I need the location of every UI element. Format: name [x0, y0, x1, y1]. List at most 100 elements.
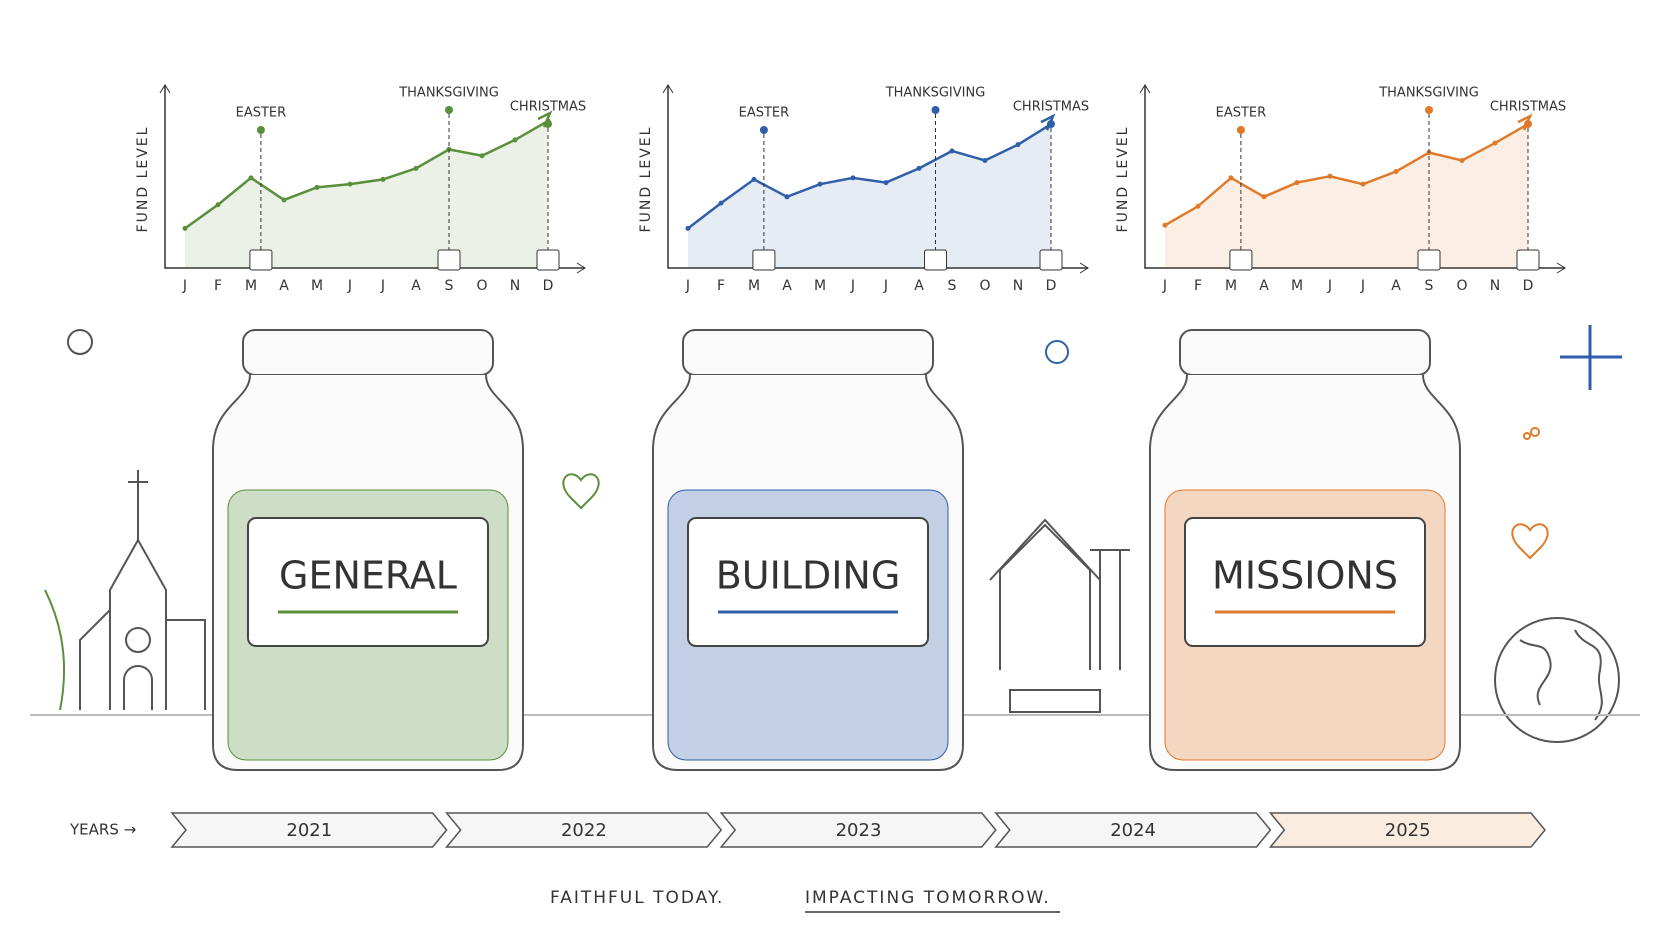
- x-tick-label: D: [1523, 278, 1534, 294]
- point: [850, 175, 856, 181]
- annotation-dot: [445, 106, 453, 114]
- annotation-label: EASTER: [739, 106, 790, 121]
- point: [751, 176, 757, 182]
- x-tick-label: M: [245, 278, 257, 294]
- calendar-icon: [249, 249, 273, 271]
- point: [784, 194, 790, 200]
- annotation-dot: [544, 120, 552, 128]
- point: [281, 197, 287, 203]
- jar-label: BUILDING: [716, 554, 901, 598]
- calendar-icon: [1417, 249, 1441, 271]
- point: [380, 176, 386, 182]
- point: [1459, 157, 1465, 163]
- jar: BUILDING: [652, 329, 964, 771]
- axes: [667, 85, 1088, 269]
- line: [687, 123, 1052, 230]
- x-tick-label: A: [1391, 278, 1401, 294]
- point: [1195, 203, 1201, 209]
- annotation-label: EASTER: [236, 106, 287, 121]
- x-tick-label: A: [411, 278, 421, 294]
- x-tick-label: S: [948, 278, 957, 294]
- annotation-label: THANKSGIVING: [1378, 86, 1479, 101]
- annotation-dot: [1236, 126, 1245, 134]
- tagline-right: IMPACTING TOMORROW.: [805, 888, 1051, 908]
- point: [1294, 180, 1300, 186]
- calendar-icon: [924, 249, 947, 271]
- x-tick-label: D: [543, 278, 554, 294]
- annotation-dot: [931, 106, 940, 114]
- point: [1015, 142, 1021, 148]
- point: [1261, 194, 1267, 200]
- x-tick-label: J: [1360, 278, 1365, 294]
- axis-arrows: [159, 84, 586, 274]
- x-tick-label: M: [1291, 278, 1303, 294]
- x-tick-label: M: [814, 278, 826, 294]
- x-tick-label: O: [979, 278, 990, 294]
- annotation-label: EASTER: [1216, 106, 1267, 121]
- x-tick-label: O: [1456, 278, 1467, 294]
- point: [718, 200, 724, 206]
- point: [314, 184, 320, 190]
- point: [1228, 175, 1234, 181]
- x-tick-label: J: [850, 278, 855, 294]
- calendar-icon: [1516, 249, 1540, 271]
- x-tick-label: A: [782, 278, 792, 294]
- annotation-label: CHRISTMAS: [510, 100, 586, 115]
- timeline-segment: [1268, 812, 1546, 848]
- x-tick-label: J: [883, 278, 888, 294]
- y-axis-label: FUND LEVEL: [1115, 126, 1131, 233]
- annotation-dot: [1524, 120, 1532, 128]
- point: [248, 175, 254, 181]
- annotation-dot: [256, 126, 265, 134]
- x-tick-label: M: [1225, 278, 1237, 294]
- timeline-segment: [719, 812, 997, 848]
- area: [185, 120, 548, 269]
- annotation-label: THANKSGIVING: [398, 86, 499, 101]
- point: [1492, 140, 1498, 146]
- timeline-segment: [994, 812, 1272, 848]
- jar-label: MISSIONS: [1212, 554, 1398, 598]
- x-tick-label: J: [1162, 278, 1167, 294]
- x-tick-label: S: [1425, 278, 1434, 294]
- x-tick-label: J: [1327, 278, 1332, 294]
- x-tick-label: F: [1194, 278, 1202, 294]
- point: [817, 181, 823, 187]
- jar: MISSIONS: [1149, 329, 1461, 771]
- x-tick-label: J: [347, 278, 352, 294]
- calendar-icon: [752, 249, 776, 271]
- line-chart: FUND LEVEL J F M A M J J A S O N D EASTER THANKSGIVING…: [135, 84, 586, 294]
- point: [479, 153, 485, 159]
- x-tick-label: N: [1490, 278, 1500, 294]
- point: [982, 157, 988, 163]
- y-axis-label: FUND LEVEL: [638, 126, 654, 233]
- annotation-label: THANKSGIVING: [885, 86, 986, 101]
- x-tick-label: N: [1013, 278, 1023, 294]
- area: [1165, 124, 1528, 269]
- x-tick-label: A: [279, 278, 289, 294]
- x-tick-label: J: [182, 278, 187, 294]
- x-tick-label: F: [717, 278, 725, 294]
- timeline-year: 2024: [1110, 820, 1156, 841]
- x-tick-label: O: [476, 278, 487, 294]
- point: [949, 148, 955, 154]
- timeline-year: 2021: [286, 820, 332, 841]
- x-tick-label: F: [214, 278, 222, 294]
- x-tick-label: J: [380, 278, 385, 294]
- timeline-year: 2022: [561, 820, 607, 841]
- calendar-icon: [437, 249, 461, 271]
- jar-label-card: [687, 517, 929, 647]
- line: [1164, 123, 1529, 227]
- x-tick-label: A: [914, 278, 924, 294]
- point: [916, 165, 922, 171]
- jar-label-card: [247, 517, 489, 647]
- timeline-year: 2025: [1385, 820, 1431, 841]
- jar-label: GENERAL: [279, 554, 457, 598]
- calendar-icon: [1229, 249, 1253, 271]
- point: [347, 181, 353, 187]
- jar-lid: [1179, 329, 1431, 376]
- jar-lid: [242, 329, 494, 376]
- x-tick-label: J: [685, 278, 690, 294]
- point: [512, 137, 518, 143]
- point: [685, 225, 691, 231]
